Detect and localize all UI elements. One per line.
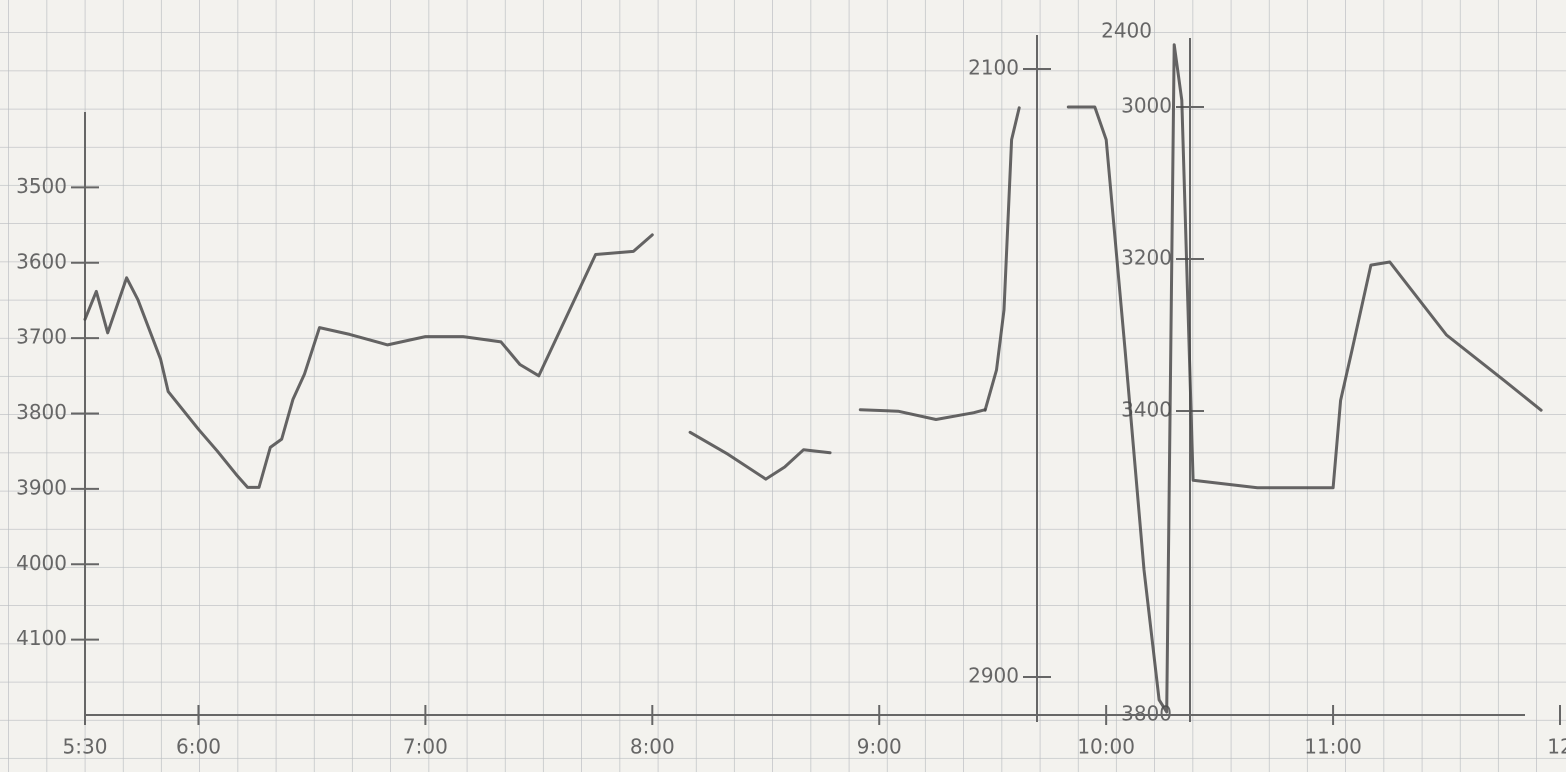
x-tick-label: 12 bbox=[1547, 735, 1566, 759]
annotation: 2400 bbox=[1101, 19, 1152, 43]
x-tick-label: 9:00 bbox=[857, 735, 902, 759]
y3-tick-label: 3000 bbox=[1121, 94, 1172, 118]
y3-tick-label: 3200 bbox=[1121, 246, 1172, 270]
y-tick-label: 3600 bbox=[16, 249, 67, 273]
series-line bbox=[83, 233, 987, 489]
x-tick-label: 7:00 bbox=[403, 735, 448, 759]
series-line bbox=[1066, 43, 1543, 714]
x-tick-label: 6:00 bbox=[176, 735, 221, 759]
y-tick-label: 3500 bbox=[16, 174, 67, 198]
y-tick-label: 3800 bbox=[16, 400, 67, 424]
series-line bbox=[983, 106, 1021, 412]
x-tick-label: 8:00 bbox=[630, 735, 675, 759]
y2-tick-label: 2100 bbox=[968, 56, 1019, 80]
y-tick-label: 3700 bbox=[16, 325, 67, 349]
y-tick-label: 4100 bbox=[16, 626, 67, 650]
y-tick-label: 4000 bbox=[16, 551, 67, 575]
x-tick-label: 10:00 bbox=[1077, 735, 1135, 759]
y-tick-label: 3900 bbox=[16, 475, 67, 499]
x-tick-label: 11:00 bbox=[1304, 735, 1362, 759]
y3-tick-label: 3800 bbox=[1121, 702, 1172, 726]
y2-tick-label: 2900 bbox=[968, 664, 1019, 688]
x-tick-label: 5:30 bbox=[63, 735, 108, 759]
